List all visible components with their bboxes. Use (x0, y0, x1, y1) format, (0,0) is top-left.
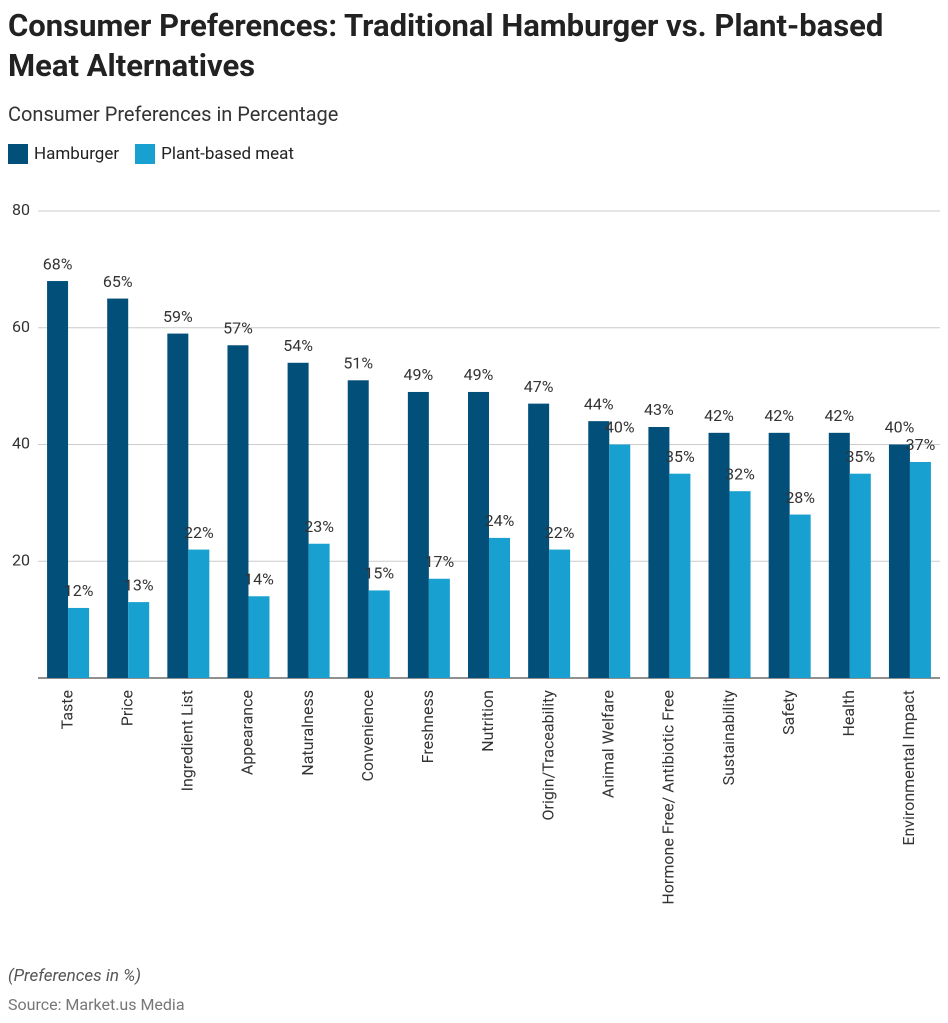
bar (489, 537, 510, 678)
data-label: 51% (343, 354, 373, 373)
x-tick-label: Sustainability (719, 690, 738, 786)
legend-item: Plant-based meat (135, 144, 294, 164)
data-label: 44% (584, 394, 614, 413)
note: (Preferences in %) (8, 966, 141, 986)
x-tick-label: Safety (779, 690, 798, 735)
data-label: 35% (845, 447, 875, 466)
data-label: 17% (425, 552, 455, 571)
x-tick-label: Ingredient List (178, 690, 197, 791)
y-tick-label: 40 (12, 434, 30, 453)
data-label: 43% (644, 400, 674, 419)
bar (528, 403, 550, 678)
legend-label: Hamburger (34, 144, 120, 164)
legend: Hamburger Plant-based meat (8, 144, 294, 164)
data-label: 47% (524, 377, 554, 396)
data-label: 40% (605, 418, 635, 437)
bar (47, 281, 69, 678)
bar (227, 345, 249, 678)
bar (308, 543, 330, 678)
bar (588, 421, 610, 678)
bar (428, 578, 450, 678)
bar (648, 426, 670, 678)
bar (768, 432, 790, 678)
x-tick-label: Appearance (238, 690, 257, 775)
bar (347, 380, 369, 678)
bar (849, 473, 871, 678)
y-tick-label: 80 (12, 200, 30, 219)
x-tick-label: Origin/Traceability (538, 690, 557, 821)
legend-label: Plant-based meat (161, 144, 294, 164)
data-label: 15% (364, 564, 394, 583)
data-label: 68% (43, 254, 73, 273)
data-label: 22% (545, 523, 575, 542)
data-label: 49% (464, 365, 494, 384)
bar (549, 549, 571, 678)
bar (609, 444, 631, 678)
x-tick-label: Price (117, 690, 136, 726)
x-tick-label: Health (839, 690, 858, 737)
data-label: 28% (785, 488, 815, 507)
source: Source: Market.us Media (8, 995, 185, 1014)
legend-item: Hamburger (8, 144, 119, 164)
x-tick-label: Taste (57, 690, 76, 729)
chart-subtitle: Consumer Preferences in Percentage (8, 102, 339, 126)
y-tick-label: 60 (12, 317, 30, 336)
data-label: 13% (124, 575, 154, 594)
x-tick-label: Hormone Free/ Antibiotic Free (659, 690, 678, 905)
data-label: 23% (304, 517, 334, 536)
bar (708, 432, 730, 678)
x-tick-label: Nutrition (478, 690, 497, 752)
data-label: 65% (103, 272, 133, 291)
bar (669, 473, 691, 678)
data-label: 42% (764, 406, 794, 425)
x-tick-label: Animal Welfare (598, 690, 617, 798)
data-label: 57% (223, 318, 253, 337)
bar (789, 514, 811, 678)
bar (729, 491, 751, 678)
x-tick-label: Freshness (418, 690, 437, 763)
bar (107, 298, 129, 678)
data-label: 42% (824, 406, 854, 425)
bar (287, 362, 309, 678)
data-label: 59% (163, 307, 193, 326)
data-label: 14% (244, 569, 274, 588)
data-label: 24% (485, 511, 515, 530)
y-tick-label: 20 (12, 550, 30, 569)
bar (888, 444, 910, 678)
data-label: 49% (404, 365, 434, 384)
data-label: 35% (665, 447, 695, 466)
x-tick-label: Environmental Impact (899, 690, 918, 846)
bar (909, 462, 931, 678)
chart: 20 40 60 80 68% 12% Taste 65% 13% Price 59% 22% Ingr… (12, 200, 940, 905)
data-label: 40% (885, 418, 915, 437)
x-tick-label: Convenience (358, 690, 377, 781)
bar (828, 432, 850, 678)
data-label: 12% (64, 581, 94, 600)
bar (368, 590, 390, 678)
bar (248, 596, 270, 678)
bar (468, 391, 489, 678)
chart-title: Consumer Preferences: Traditional Hambur… (8, 7, 884, 84)
data-label: 22% (184, 523, 214, 542)
bar (68, 607, 90, 678)
bar (188, 549, 210, 678)
data-label: 32% (725, 464, 755, 483)
x-tick-label: Naturalness (298, 690, 317, 776)
data-label: 54% (283, 336, 313, 355)
bar (128, 602, 150, 678)
bar (407, 391, 429, 678)
legend-swatch (8, 144, 28, 164)
data-label: 37% (906, 435, 936, 454)
bar (167, 333, 189, 678)
data-label: 42% (704, 406, 734, 425)
legend-swatch (135, 144, 156, 164)
